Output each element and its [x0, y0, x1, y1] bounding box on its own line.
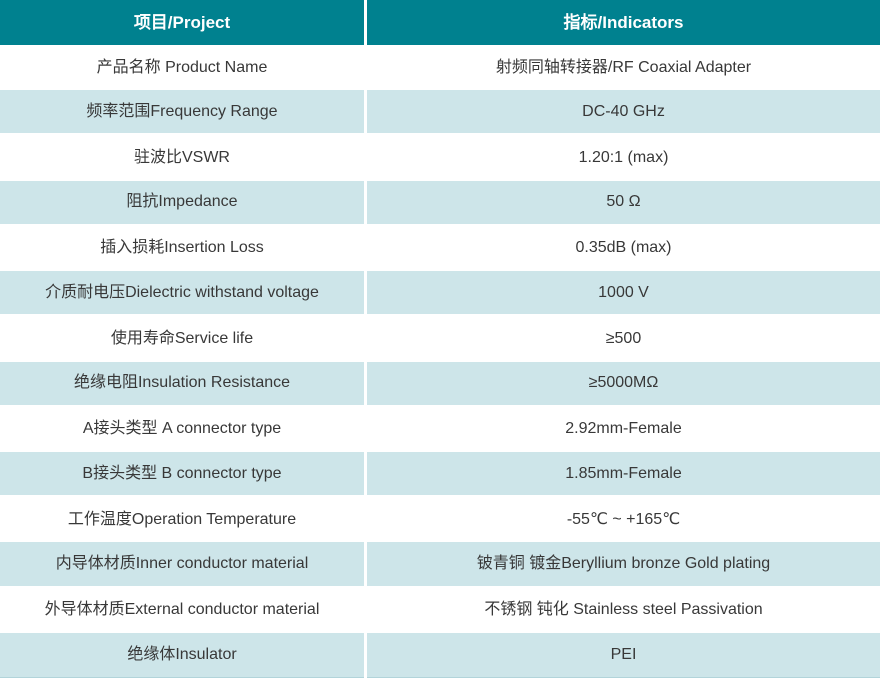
project-cell: 内导体材质Inner conductor material: [0, 542, 364, 588]
indicator-cell: -55℃ ~ +165℃: [367, 497, 880, 543]
table-row: 外导体材质External conductor material 不锈钢 钝化 …: [0, 587, 880, 633]
project-cell: 绝缘电阻Insulation Resistance: [0, 361, 364, 407]
project-cell: 驻波比VSWR: [0, 135, 364, 181]
indicator-cell: ≥500: [367, 316, 880, 362]
project-cell: 阻抗Impedance: [0, 180, 364, 226]
indicator-cell: DC-40 GHz: [367, 90, 880, 136]
table-row: 绝缘电阻Insulation Resistance ≥5000MΩ: [0, 361, 880, 407]
project-cell: 使用寿命Service life: [0, 316, 364, 362]
table-header-row: 项目/Project 指标/Indicators: [0, 0, 880, 45]
table-row: 产品名称 Product Name 射频同轴转接器/RF Coaxial Ada…: [0, 45, 880, 91]
project-cell: 产品名称 Product Name: [0, 45, 364, 91]
table-row: B接头类型 B connector type 1.85mm-Female: [0, 451, 880, 498]
indicator-cell: 铍青铜 镀金Beryllium bronze Gold plating: [367, 542, 880, 588]
indicator-cell: 1.20:1 (max): [367, 135, 880, 181]
table-row: 介质耐电压Dielectric withstand voltage 1000 V: [0, 271, 880, 317]
header-cell-project: 项目/Project: [0, 0, 364, 45]
table-row: 内导体材质Inner conductor material 铍青铜 镀金Bery…: [0, 542, 880, 588]
project-cell: B接头类型 B connector type: [0, 451, 364, 498]
table-row: 使用寿命Service life ≥500: [0, 316, 880, 362]
table-row: 插入损耗Insertion Loss 0.35dB (max): [0, 225, 880, 272]
project-cell: A接头类型 A connector type: [0, 406, 364, 452]
project-cell: 介质耐电压Dielectric withstand voltage: [0, 271, 364, 317]
indicator-cell: 1.85mm-Female: [367, 451, 880, 498]
indicator-cell: 0.35dB (max): [367, 225, 880, 272]
table-row: 频率范围Frequency Range DC-40 GHz: [0, 90, 880, 136]
indicator-cell: 射频同轴转接器/RF Coaxial Adapter: [367, 45, 880, 91]
indicator-cell: 2.92mm-Female: [367, 406, 880, 452]
table-row: 阻抗Impedance 50 Ω: [0, 180, 880, 226]
table-row: 驻波比VSWR 1.20:1 (max): [0, 135, 880, 181]
header-cell-indicators: 指标/Indicators: [367, 0, 880, 45]
indicator-cell: 不锈钢 钝化 Stainless steel Passivation: [367, 587, 880, 633]
project-cell: 插入损耗Insertion Loss: [0, 225, 364, 272]
project-cell: 绝缘体Insulator: [0, 632, 364, 678]
table-row: 工作温度Operation Temperature -55℃ ~ +165℃: [0, 497, 880, 543]
table-row: A接头类型 A connector type 2.92mm-Female: [0, 406, 880, 452]
project-cell: 频率范围Frequency Range: [0, 90, 364, 136]
project-cell: 外导体材质External conductor material: [0, 587, 364, 633]
indicator-cell: PEI: [367, 632, 880, 678]
indicator-cell: 1000 V: [367, 271, 880, 317]
table-row: 绝缘体Insulator PEI: [0, 632, 880, 678]
project-cell: 工作温度Operation Temperature: [0, 497, 364, 543]
indicator-cell: 50 Ω: [367, 180, 880, 226]
indicator-cell: ≥5000MΩ: [367, 361, 880, 407]
